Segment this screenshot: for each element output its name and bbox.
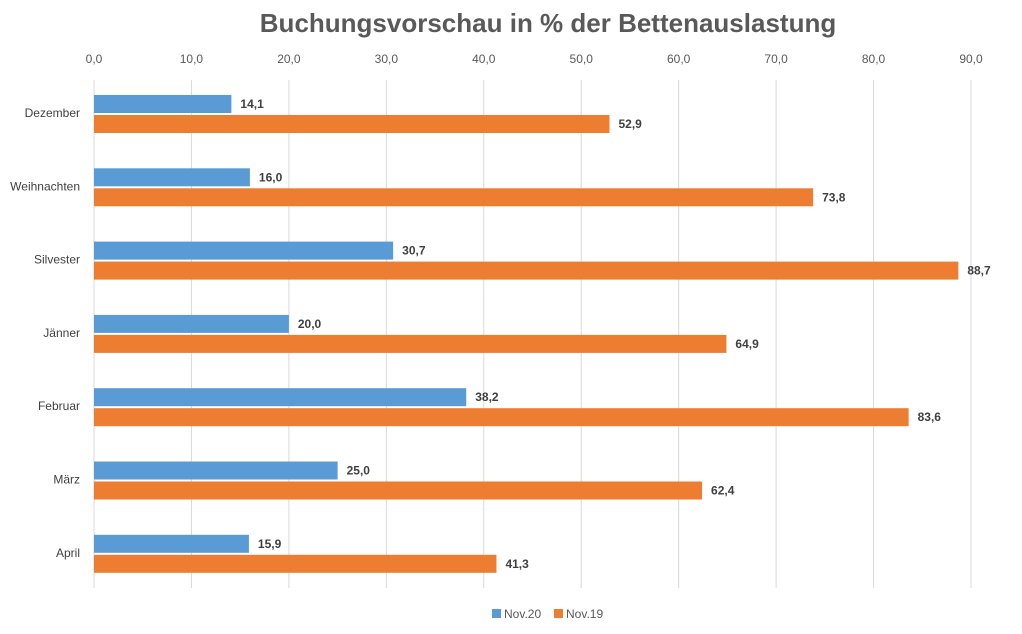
- data-label: 64,9: [735, 337, 759, 351]
- bar-nov-19: [94, 481, 703, 500]
- legend-swatch: [554, 609, 563, 618]
- legend-label: Nov.20: [504, 607, 541, 621]
- data-label: 83,6: [918, 410, 942, 424]
- data-label: 30,7: [402, 244, 426, 258]
- bar-nov-20: [94, 95, 232, 113]
- data-label: 62,4: [711, 484, 735, 498]
- chart-title: Buchungsvorschau in % der Bettenauslastu…: [260, 8, 836, 38]
- bar-nov-20: [94, 314, 289, 333]
- legend-label: Nov.19: [566, 607, 603, 621]
- category-label: Jänner: [43, 326, 80, 340]
- legend-swatch: [492, 609, 501, 618]
- bar-nov-20: [94, 534, 249, 553]
- bar-nov-19: [94, 408, 909, 427]
- bar-nov-20: [94, 388, 467, 407]
- category-label: Silvester: [34, 253, 80, 267]
- x-tick-label: 60,0: [667, 52, 691, 66]
- bar-nov-19: [94, 554, 497, 573]
- bar-nov-20: [94, 241, 394, 260]
- bar-nov-19: [94, 115, 610, 133]
- data-label: 38,2: [475, 390, 499, 404]
- x-tick-label: 50,0: [570, 52, 594, 66]
- data-label: 52,9: [618, 117, 642, 131]
- data-label: 16,0: [259, 170, 283, 184]
- category-label: Dezember: [25, 106, 80, 120]
- bars: [94, 95, 959, 573]
- bar-nov-19: [94, 261, 959, 280]
- category-label: Weihnachten: [10, 179, 80, 193]
- x-tick-label: 20,0: [277, 52, 301, 66]
- gridlines: [93, 80, 972, 588]
- data-label: 88,7: [967, 264, 991, 278]
- category-label: April: [56, 546, 80, 560]
- category-label: März: [53, 473, 80, 487]
- bar-nov-19: [94, 334, 727, 353]
- x-axis-tick-labels: 0,0 10,0 20,0 30,0 40,0 50,0 60,0 70,0 80,0 90,0: [86, 52, 983, 66]
- data-label: 20,0: [298, 317, 322, 331]
- legend: Nov.20 Nov.19: [492, 607, 603, 621]
- x-tick-label: 80,0: [862, 52, 886, 66]
- x-tick-label: 40,0: [472, 52, 496, 66]
- bar-nov-19: [94, 188, 814, 207]
- data-label: 41,3: [505, 557, 529, 571]
- bar-nov-20: [94, 168, 250, 187]
- data-label: 15,9: [258, 537, 282, 551]
- x-tick-label: 30,0: [375, 52, 399, 66]
- data-label: 14,1: [240, 97, 264, 111]
- x-tick-label: 70,0: [764, 52, 788, 66]
- x-tick-label: 90,0: [959, 52, 983, 66]
- category-label: Februar: [38, 399, 80, 413]
- data-label: 25,0: [347, 464, 371, 478]
- x-tick-label: 10,0: [180, 52, 204, 66]
- data-labels: 14,1 52,9 16,0 73,8 30,7 88,7 20,0 64,9 38,2 83,6…: [240, 97, 991, 571]
- bar-nov-20: [94, 461, 338, 480]
- data-label: 73,8: [822, 190, 846, 204]
- x-tick-label: 0,0: [86, 52, 103, 66]
- category-labels: Dezember Weihnachten Silvester Jänner Februa…: [10, 106, 80, 560]
